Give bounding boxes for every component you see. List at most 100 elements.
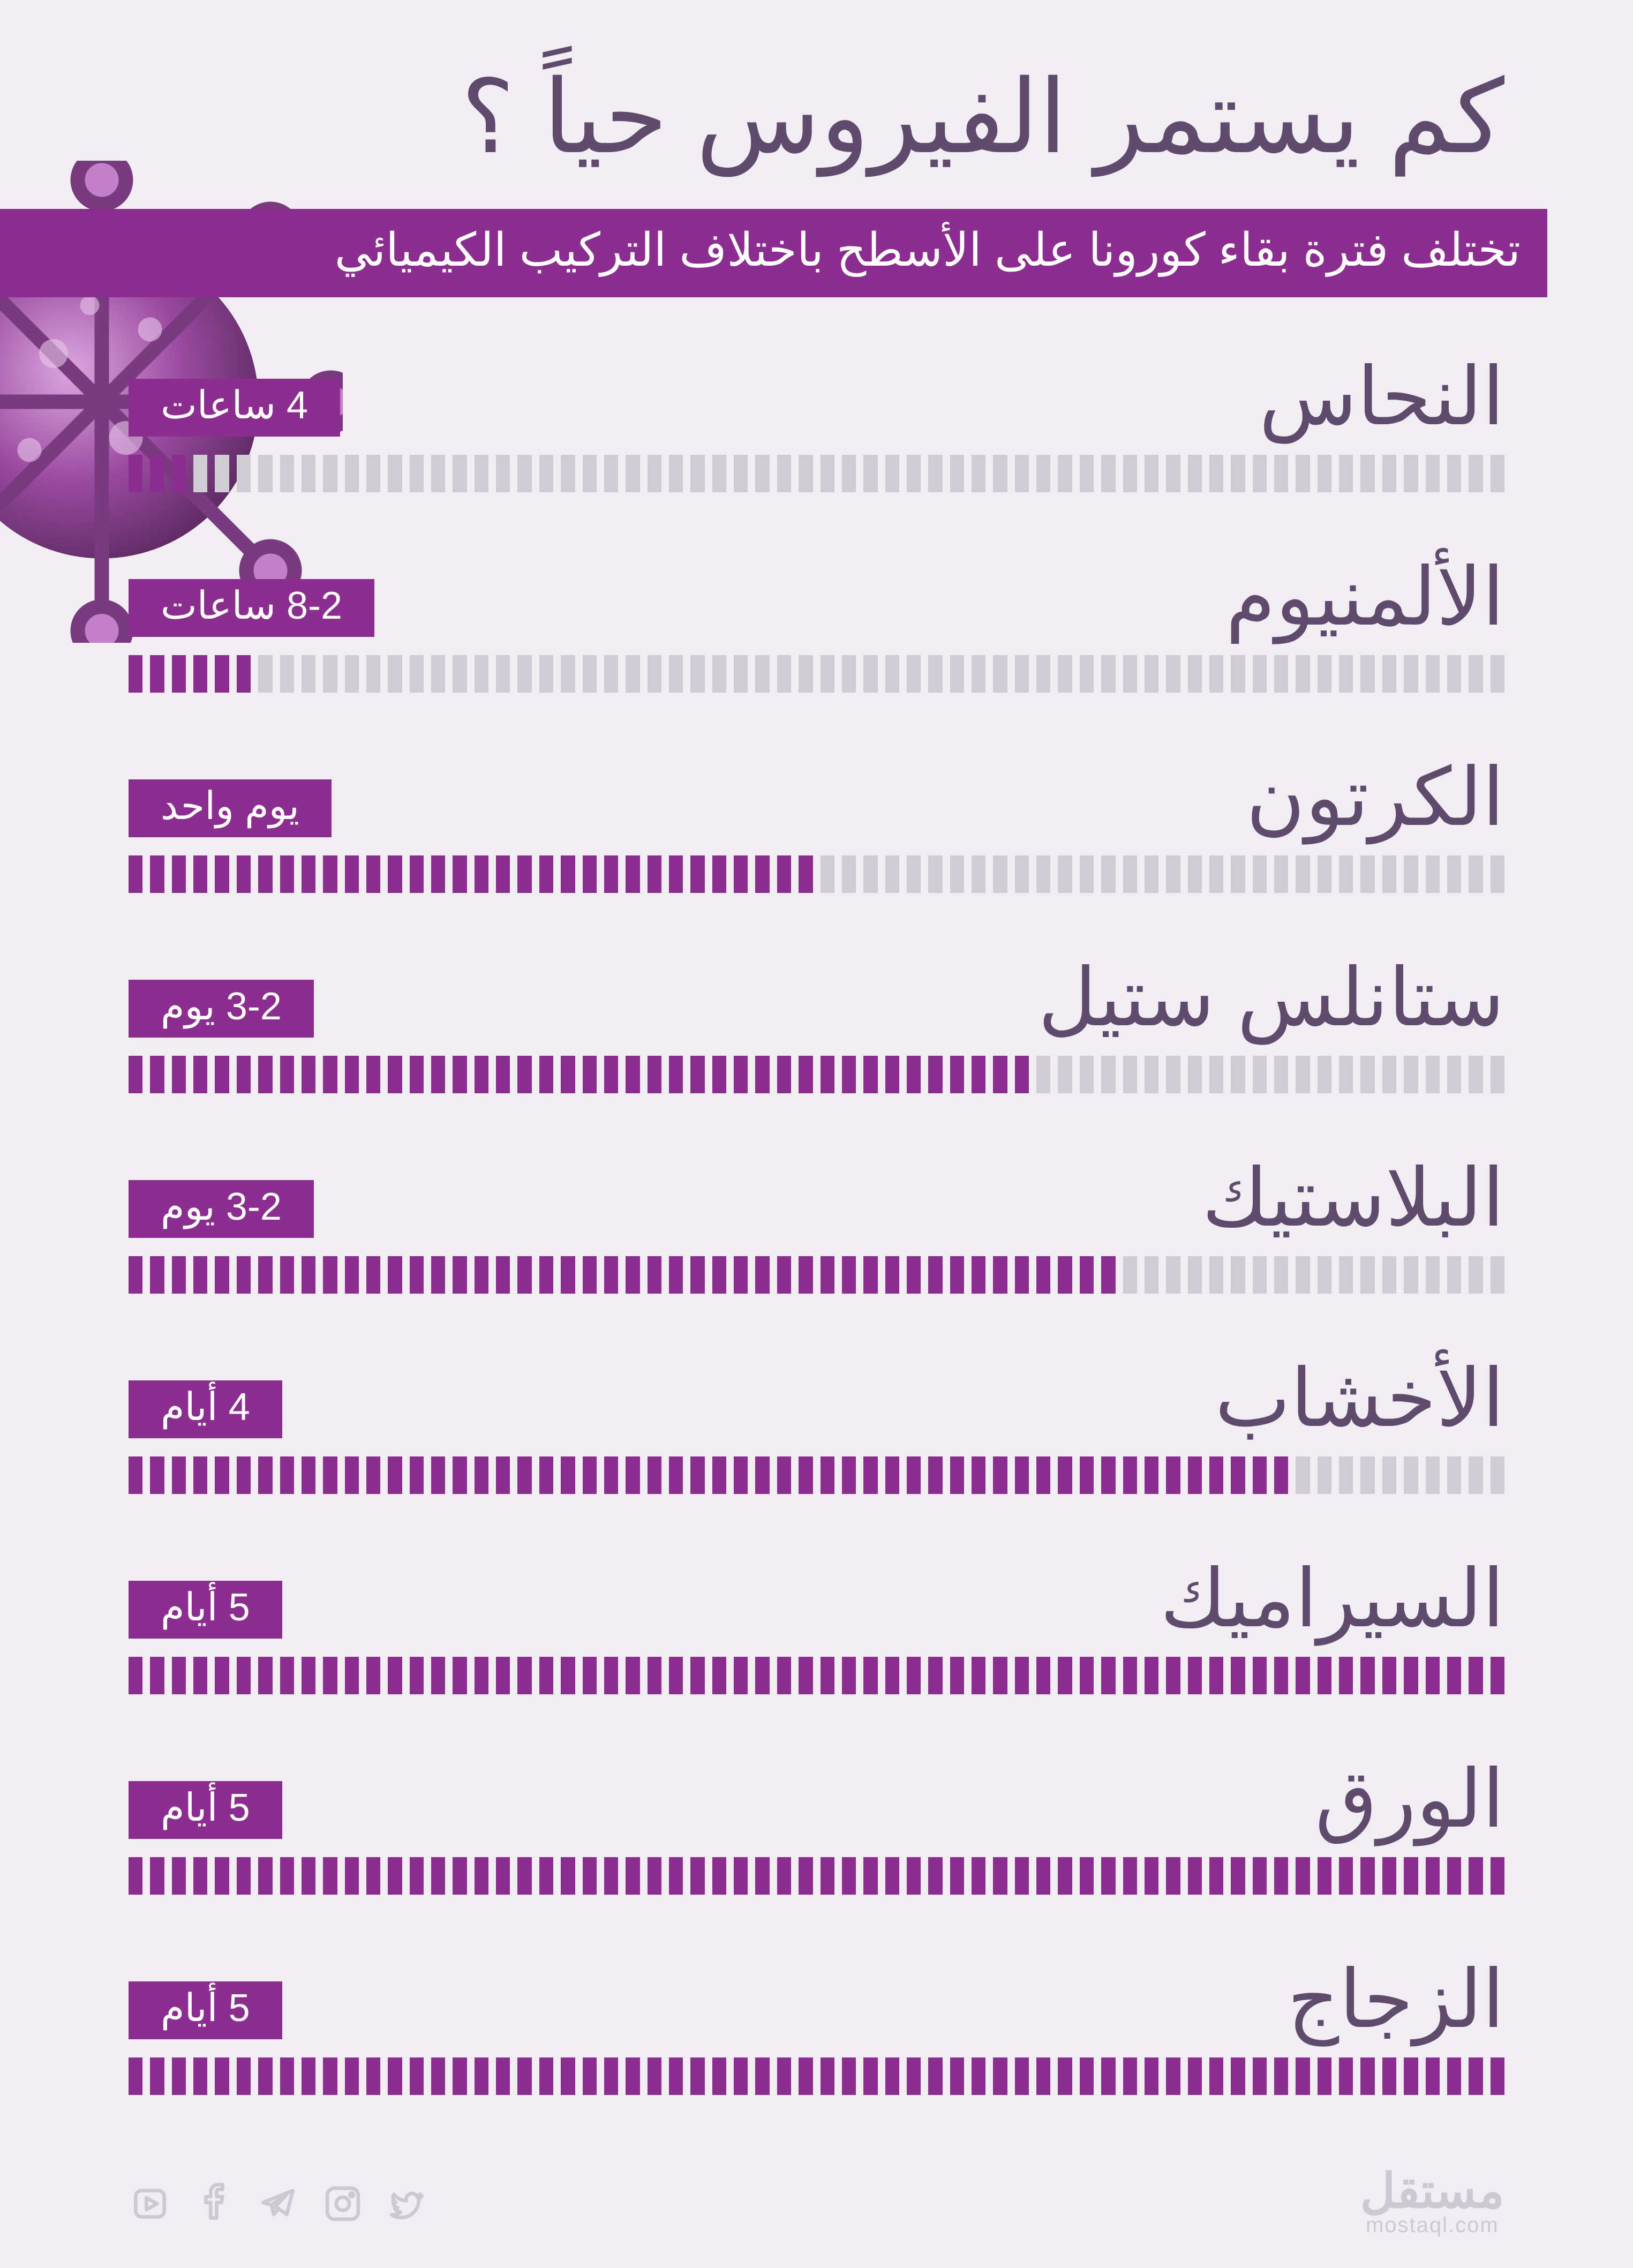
tick: [648, 855, 661, 893]
tick: [1145, 1056, 1158, 1093]
tick: [215, 2057, 229, 2095]
tick: [993, 1657, 1007, 1694]
tick: [1209, 455, 1223, 492]
tick: [193, 655, 207, 693]
tick: [453, 2057, 466, 2095]
tick: [972, 1056, 985, 1093]
tick: [475, 655, 488, 693]
tick: [885, 1657, 899, 1694]
material-row: السيراميك5 أيام: [129, 1558, 1504, 1694]
tick: [150, 1657, 164, 1694]
tick: [1015, 1456, 1029, 1494]
tick: [561, 1657, 575, 1694]
tick: [755, 655, 769, 693]
tick: [734, 2057, 748, 2095]
youtube-icon: [129, 2182, 171, 2225]
tick: [1382, 1456, 1396, 1494]
tick: [950, 1256, 964, 1294]
tick: [928, 1456, 942, 1494]
tick: [885, 2057, 899, 2095]
tick: [1058, 1657, 1072, 1694]
tick: [950, 1056, 964, 1093]
material-row: الأخشاب4 أيام: [129, 1358, 1504, 1494]
tick: [215, 455, 229, 492]
tick: [453, 1456, 466, 1494]
tick: [842, 1857, 856, 1895]
tick: [734, 855, 748, 893]
duration-badge: 3-2 يوم: [129, 1180, 314, 1238]
tick: [626, 655, 639, 693]
tick: [1188, 1657, 1202, 1694]
tick: [1145, 855, 1158, 893]
tick: [1015, 1657, 1029, 1694]
facebook-icon: [193, 2182, 236, 2225]
tick: [604, 2057, 618, 2095]
tick: [799, 455, 812, 492]
tick: [129, 1056, 142, 1093]
tick: [669, 1056, 683, 1093]
tick: [842, 1256, 856, 1294]
tick: [539, 455, 553, 492]
tick: [1123, 2057, 1137, 2095]
tick: [1166, 1657, 1180, 1694]
tick: [237, 1456, 251, 1494]
material-row: ستانلس ستيل3-2 يوم: [129, 957, 1504, 1093]
tick: [1101, 1256, 1115, 1294]
tick: [972, 1857, 985, 1895]
tick: [1253, 855, 1267, 893]
tick: [1360, 1857, 1374, 1895]
tick: [323, 1657, 337, 1694]
tick: [410, 655, 424, 693]
tick: [237, 1056, 251, 1093]
tick: [1015, 655, 1029, 693]
tick: [777, 655, 791, 693]
tick: [993, 1857, 1007, 1895]
tick: [388, 455, 402, 492]
tick: [1253, 1857, 1267, 1895]
tick: [302, 1056, 315, 1093]
tick: [1296, 455, 1310, 492]
footer: مستقل mostaql.com: [0, 2139, 1633, 2268]
tick: [496, 655, 510, 693]
tick: [972, 2057, 985, 2095]
tick: [755, 1657, 769, 1694]
tick: [129, 1256, 142, 1294]
tick: [1123, 1056, 1137, 1093]
tick: [345, 1456, 359, 1494]
tick: [193, 1256, 207, 1294]
tick: [821, 1657, 834, 1694]
tick: [885, 1256, 899, 1294]
tick: [1123, 1256, 1137, 1294]
material-row: البلاستيك3-2 يوم: [129, 1158, 1504, 1294]
tick: [1015, 1056, 1029, 1093]
tick: [1015, 1857, 1029, 1895]
tick: [1209, 1657, 1223, 1694]
tick: [626, 1256, 639, 1294]
tick: [1015, 455, 1029, 492]
tick: [561, 455, 575, 492]
material-name: الأخشاب: [1215, 1358, 1504, 1438]
tick: [1447, 455, 1461, 492]
tick: [517, 1456, 531, 1494]
tick: [604, 1657, 618, 1694]
brand-logo: مستقل mostaql.com: [1360, 2170, 1504, 2237]
tick: [583, 1056, 597, 1093]
tick: [431, 2057, 445, 2095]
tick: [172, 855, 186, 893]
tick: [669, 2057, 683, 2095]
tick: [1080, 1256, 1094, 1294]
tick: [366, 1456, 380, 1494]
tick: [323, 1456, 337, 1494]
tick: [1491, 1056, 1504, 1093]
tick: [1253, 1657, 1267, 1694]
tick-bar: [129, 2057, 1504, 2095]
tick: [928, 1657, 942, 1694]
tick: [1231, 1456, 1245, 1494]
tick: [885, 1857, 899, 1895]
tick: [1404, 455, 1418, 492]
tick: [1058, 1056, 1072, 1093]
tick: [712, 855, 726, 893]
tick: [366, 1256, 380, 1294]
tick: [172, 1256, 186, 1294]
tick: [1360, 1657, 1374, 1694]
